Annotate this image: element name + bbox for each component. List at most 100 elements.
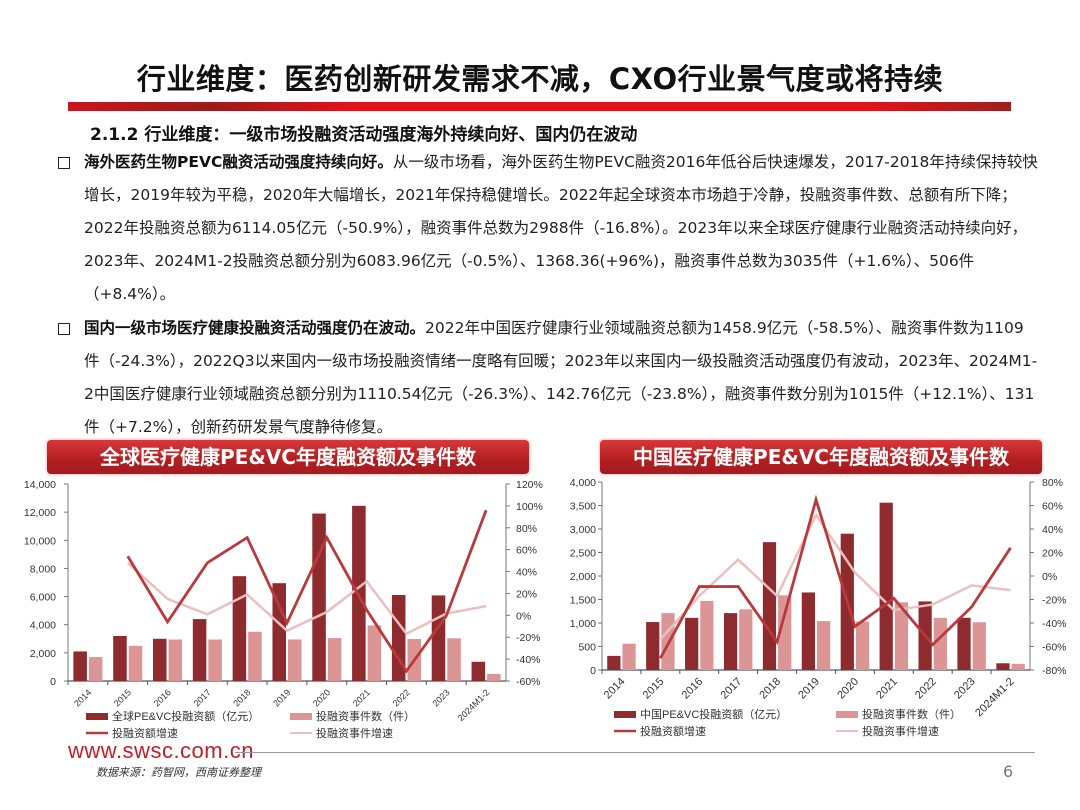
legend-swatch-events	[836, 711, 858, 718]
bar-events	[367, 625, 382, 681]
left-tick-label: 0	[590, 665, 596, 677]
x-tick-label: 2018	[757, 676, 783, 702]
x-tick-label: 2020	[311, 687, 332, 708]
bar-events	[700, 600, 714, 670]
x-tick-label: 2023	[430, 687, 451, 708]
bar-events	[327, 638, 342, 681]
x-tick-label: 2021	[351, 687, 372, 708]
footer-divider	[235, 752, 1035, 753]
legend-label: 投融资事件增速	[862, 724, 939, 738]
bullet-overseas: 海外医药生物PEVC融资活动强度持续向好。从一级市场看，海外医药生物PEVC融资…	[58, 146, 1038, 311]
bar-amount	[312, 513, 326, 681]
legend-label: 投融资额增速	[640, 724, 706, 738]
left-tick-label: 8,000	[30, 563, 56, 575]
right-tick-label: -20%	[516, 632, 541, 644]
bar-amount	[272, 583, 286, 681]
right-tick-label: -20%	[1042, 595, 1067, 607]
x-tick-label: 2023	[952, 676, 978, 702]
x-tick-label: 2017	[719, 676, 745, 702]
bar-amount	[801, 592, 815, 670]
footer-url[interactable]: www.swsc.com.cn	[68, 738, 254, 763]
legend-label: 中国PE&VC投融资额（亿元）	[640, 707, 787, 721]
legend-label: 投融资事件增速	[316, 726, 393, 740]
x-tick-label: 2022	[391, 687, 412, 708]
bullet-lead: 海外医药生物PEVC融资活动强度持续向好。	[84, 153, 393, 171]
bar-amount	[192, 619, 207, 681]
bar-amount	[153, 638, 167, 681]
right-tick-label: -40%	[1042, 618, 1067, 630]
bar-amount	[391, 594, 406, 681]
line-events-growth	[659, 512, 1011, 641]
bar-amount	[879, 502, 893, 670]
bar-events	[622, 643, 636, 670]
x-tick-label: 2024M1-2	[973, 676, 1017, 720]
bar-events	[817, 621, 831, 670]
title-divider	[68, 102, 1011, 111]
left-tick-label: 12,000	[24, 507, 56, 519]
right-tick-label: -40%	[516, 654, 541, 666]
line-amount-growth	[126, 509, 488, 674]
bar-events	[88, 657, 103, 681]
right-tick-label: 80%	[1042, 477, 1063, 489]
x-tick-label: 2019	[271, 687, 292, 708]
bar-events	[248, 631, 262, 681]
section-subtitle: 2.1.2 行业维度：一级市场投融资活动强度海外持续向好、国内仍在波动	[90, 125, 638, 145]
chart-title-china: 中国医疗健康PE&VC年度融资额及事件数	[600, 440, 1042, 474]
legend-swatch-amount	[86, 713, 108, 720]
x-tick-label: 2021	[874, 676, 900, 702]
legend-swatch-amount	[614, 711, 636, 718]
bar-events	[778, 595, 792, 670]
left-tick-label: 1,500	[570, 595, 596, 607]
right-tick-label: -60%	[516, 676, 541, 688]
bar-events	[972, 622, 986, 670]
bar-events	[933, 617, 947, 670]
bar-events	[168, 639, 183, 681]
bar-amount	[232, 576, 247, 681]
bar-amount	[957, 617, 971, 670]
x-tick-label: 2016	[680, 676, 706, 702]
left-tick-label: 10,000	[24, 535, 56, 547]
x-tick-label: 2016	[152, 687, 173, 708]
bar-events	[894, 602, 909, 670]
right-tick-label: 20%	[516, 588, 537, 600]
chart-title-global: 全球医疗健康PE&VC年度融资额及事件数	[47, 440, 529, 474]
legend-label: 投融资额增速	[112, 726, 178, 740]
x-tick-label: 2015	[641, 676, 667, 702]
bar-amount	[607, 655, 621, 670]
bar-amount	[471, 661, 486, 681]
x-tick-label: 2024M1-2	[456, 687, 492, 723]
x-tick-label: 2019	[796, 676, 822, 702]
checkbox-bullet-icon	[58, 157, 70, 169]
legend-label: 投融资事件数（件）	[862, 707, 961, 721]
bullet-lead: 国内一级市场医疗健康投融资活动强度仍在波动。	[84, 319, 426, 337]
page-title: 行业维度：医药创新研发需求不减，CXO行业景气度或将持续	[136, 62, 944, 96]
x-tick-label: 2014	[72, 687, 93, 708]
bar-amount	[685, 617, 699, 670]
legend-label: 全球PE&VC投融资额（亿元）	[112, 709, 259, 723]
legend-swatch-events	[290, 713, 312, 720]
x-tick-label: 2020	[835, 676, 861, 702]
bar-amount	[646, 622, 660, 670]
left-tick-label: 2,500	[570, 548, 596, 560]
bar-amount	[996, 663, 1010, 670]
left-tick-label: 2,000	[570, 571, 596, 583]
bar-amount	[113, 635, 127, 681]
right-tick-label: 60%	[516, 545, 537, 557]
right-tick-label: 20%	[1042, 548, 1063, 560]
left-tick-label: 3,000	[570, 524, 596, 536]
left-tick-label: 0	[50, 676, 56, 688]
x-tick-label: 2017	[192, 687, 213, 708]
right-tick-label: -80%	[1042, 665, 1067, 677]
bar-events	[208, 639, 222, 681]
page-number: 6	[1003, 762, 1014, 781]
left-tick-label: 14,000	[24, 479, 56, 491]
right-tick-label: 80%	[516, 523, 537, 535]
left-tick-label: 6,000	[30, 592, 56, 604]
x-tick-label: 2015	[112, 687, 133, 708]
left-tick-label: 4,000	[570, 477, 596, 489]
right-tick-label: -60%	[1042, 642, 1067, 654]
bar-events	[1011, 663, 1025, 670]
bar-events	[855, 621, 870, 670]
right-tick-label: 0%	[516, 610, 531, 622]
x-tick-label: 2018	[231, 687, 252, 708]
